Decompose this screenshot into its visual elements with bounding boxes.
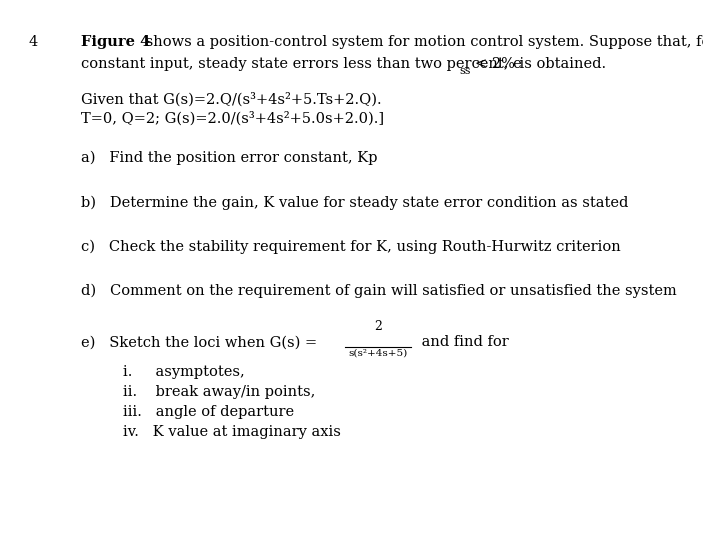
Text: and find for: and find for bbox=[417, 335, 509, 349]
Text: 2: 2 bbox=[374, 320, 382, 333]
Text: iii.   angle of departure: iii. angle of departure bbox=[123, 405, 294, 419]
Text: shows a position-control system for motion control system. Suppose that, for: shows a position-control system for moti… bbox=[141, 35, 703, 49]
Text: b)   Determine the gain, K value for steady state error condition as stated: b) Determine the gain, K value for stead… bbox=[81, 195, 628, 210]
Text: d)   Comment on the requirement of gain will satisfied or unsatisfied the system: d) Comment on the requirement of gain wi… bbox=[81, 284, 676, 298]
Text: a)   Find the position error constant, Kp: a) Find the position error constant, Kp bbox=[81, 151, 378, 165]
Text: 4: 4 bbox=[28, 35, 37, 49]
Text: s(s²+4s+5): s(s²+4s+5) bbox=[349, 348, 408, 357]
Text: c)   Check the stability requirement for K, using Routh-Hurwitz criterion: c) Check the stability requirement for K… bbox=[81, 239, 621, 254]
Text: iv.   K value at imaginary axis: iv. K value at imaginary axis bbox=[123, 425, 341, 439]
Text: Figure 4: Figure 4 bbox=[81, 35, 150, 49]
Text: ii.    break away/in points,: ii. break away/in points, bbox=[123, 385, 316, 399]
Text: < 2% is obtained.: < 2% is obtained. bbox=[475, 57, 606, 71]
Text: e)   Sketch the loci when G(s) =: e) Sketch the loci when G(s) = bbox=[81, 335, 317, 349]
Text: Given that G(s)=2.Q/(s³+4s²+5.Ts+2.Q).: Given that G(s)=2.Q/(s³+4s²+5.Ts+2.Q). bbox=[81, 93, 382, 107]
Text: constant input, steady state errors less than two percent, e: constant input, steady state errors less… bbox=[81, 57, 522, 71]
Text: T=0, Q=2; G(s)=2.0/(s³+4s²+5.0s+2.0).]: T=0, Q=2; G(s)=2.0/(s³+4s²+5.0s+2.0).] bbox=[81, 112, 384, 126]
Text: i.     asymptotes,: i. asymptotes, bbox=[123, 365, 245, 379]
Text: ss: ss bbox=[459, 66, 470, 77]
